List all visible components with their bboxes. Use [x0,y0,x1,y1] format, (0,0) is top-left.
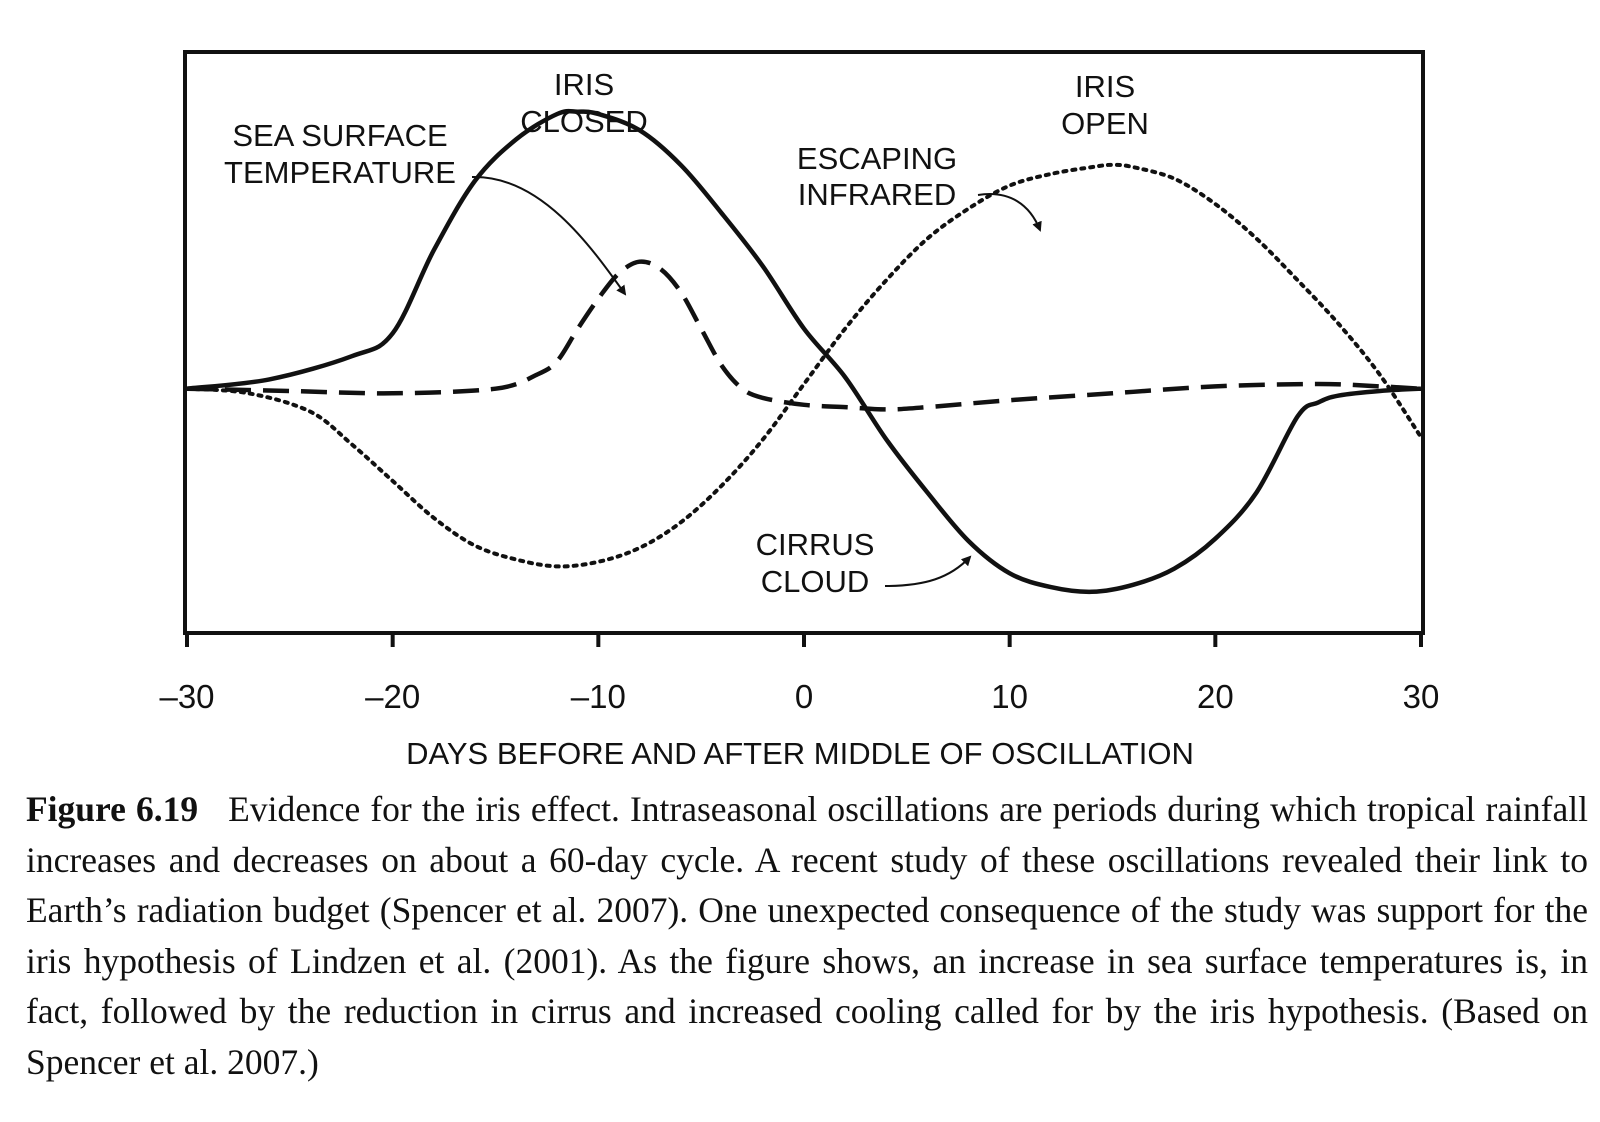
x-tick-label: 20 [1197,678,1234,715]
sst-pointer-arrow [471,175,627,296]
x-tick-label: 10 [991,678,1028,715]
cirrus-cloud-line-1: CIRRUS [756,527,875,562]
annotation-escaping-infrared: ESCAPING INFRARED [797,141,1042,232]
annotation-iris-open: IRIS OPEN [1061,69,1149,141]
x-axis-title: DAYS BEFORE AND AFTER MIDDLE OF OSCILLAT… [406,736,1194,771]
annotation-iris-closed: IRIS CLOSED [520,67,647,139]
second-dashed-series-line [186,259,1422,412]
iris-closed-line-1: IRIS [554,67,614,102]
figure-caption: Figure 6.19 Evidence for the iris effect.… [26,784,1588,1087]
x-tick-label: 0 [795,678,813,715]
series-layer [185,108,1423,595]
third-dotted-series-line [185,162,1423,569]
escaping-infrared-line-2: INFRARED [798,177,956,212]
annotation-sea-surface-temperature: SEA SURFACE TEMPERATURE [224,118,627,296]
x-tick-label: 30 [1403,678,1440,715]
figure-caption-text: Evidence for the iris effect. Intraseaso… [26,789,1588,1082]
iris-closed-line-2: CLOSED [520,104,647,139]
sea-surface-temperature-line [186,108,1422,595]
sst-label-line-1: SEA SURFACE [232,118,447,153]
figure-label: Figure 6.19 [26,789,199,829]
iris-open-line-2: OPEN [1061,106,1149,141]
cirrus-cloud-line-2: CLOUD [761,564,870,599]
escaping-infrared-line-1: ESCAPING [797,141,957,176]
iris-open-line-1: IRIS [1075,69,1135,104]
cirrus-cloud-pointer-arrow [884,555,972,587]
iris-effect-chart: –30 –20 –10 0 10 20 30 SEA SURFACE TEMPERATURE… [159,50,1439,771]
annotation-cirrus-cloud: CIRRUS CLOUD [756,527,972,599]
x-tick-label: –10 [571,678,626,715]
x-tick-label: –30 [159,678,214,715]
x-axis-ticks: –30 –20 –10 0 10 20 30 [159,631,1439,715]
sst-label-line-2: TEMPERATURE [224,155,456,190]
x-tick-label: –20 [365,678,420,715]
escaping-infrared-pointer-arrow [977,193,1042,232]
